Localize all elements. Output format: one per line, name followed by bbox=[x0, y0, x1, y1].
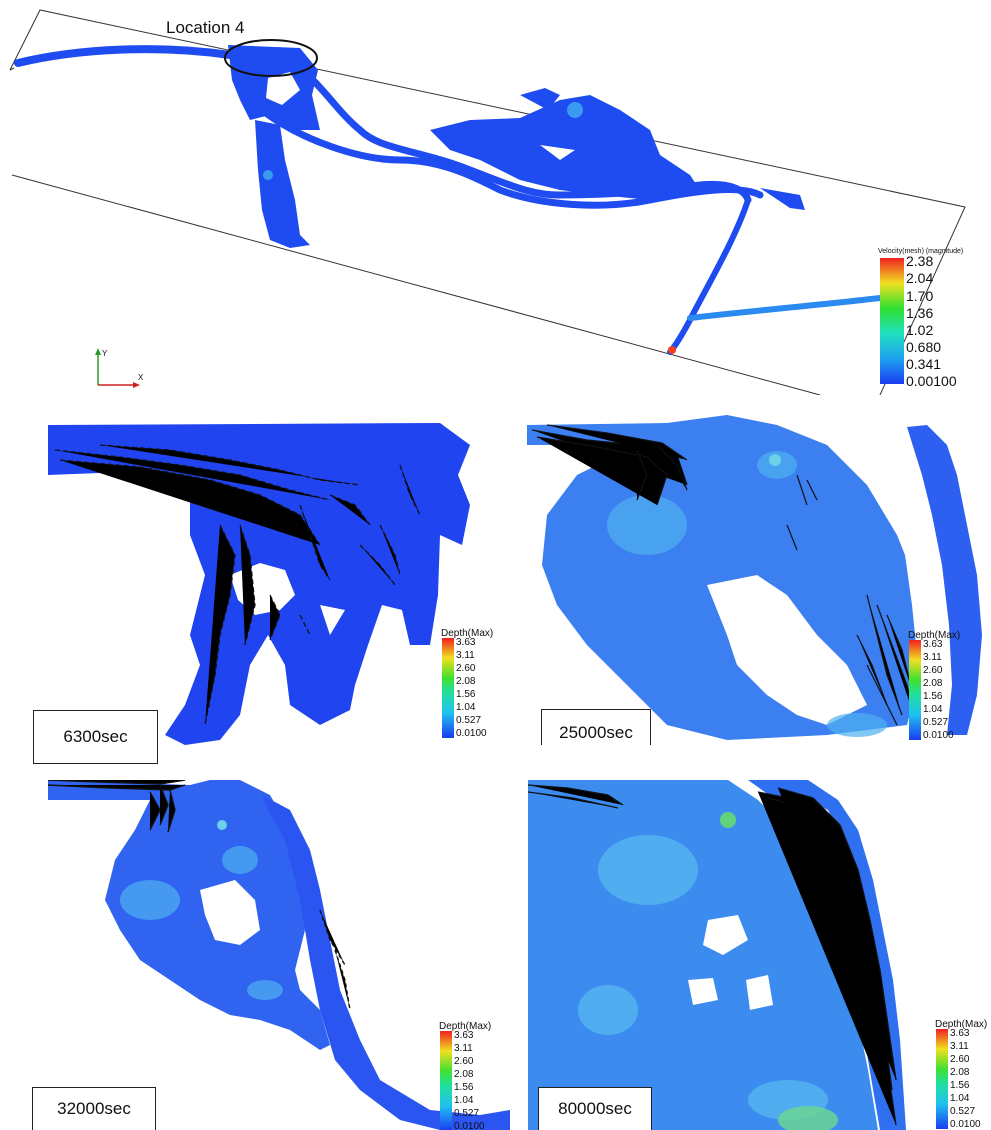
cb-tick-2: 2.60 bbox=[456, 663, 476, 674]
cb-tick-6: 0.527 bbox=[923, 717, 948, 728]
colorbar-title: Depth(Max) bbox=[441, 628, 493, 639]
cb-tick-5: 1.04 bbox=[456, 702, 476, 713]
cb-tick-6: 0.341 bbox=[906, 356, 941, 372]
depth-colorbar-4: Depth(Max) 3.63 3.11 2.60 2.08 1.56 1.04… bbox=[935, 1019, 987, 1130]
cb-tick-4: 1.56 bbox=[950, 1080, 970, 1091]
cb-tick-7: 0.0100 bbox=[454, 1121, 485, 1130]
velocity-colorbar: Velocity(mesh) (magnitude) 2.38 2.04 1.7… bbox=[878, 248, 963, 389]
cb-tick-6: 0.527 bbox=[454, 1108, 479, 1119]
cb-tick-1: 3.11 bbox=[454, 1043, 473, 1054]
cb-tick-2: 2.60 bbox=[923, 665, 943, 676]
cb-tick-1: 3.11 bbox=[456, 650, 475, 661]
panel-32000: Depth(Max) 3.63 3.11 2.60 2.08 1.56 1.04… bbox=[0, 780, 515, 1130]
cb-tick-4: 1.56 bbox=[454, 1082, 474, 1093]
cb-tick-2: 2.60 bbox=[950, 1054, 970, 1065]
location-label: Location 4 bbox=[166, 18, 244, 37]
time-label: 6300sec bbox=[33, 710, 158, 764]
cb-tick-3: 2.08 bbox=[923, 678, 943, 689]
cb-tick-1: 2.04 bbox=[906, 270, 933, 286]
panel-25000: Depth(Max) 3.63 3.11 2.60 2.08 1.56 1.04… bbox=[527, 405, 991, 745]
inundation-areas bbox=[228, 45, 805, 248]
cb-tick-5: 0.680 bbox=[906, 339, 941, 355]
colorbar-title: Depth(Max) bbox=[935, 1019, 987, 1030]
cb-tick-7: 0.00100 bbox=[906, 373, 957, 389]
river-network bbox=[14, 45, 883, 355]
cb-tick-7: 0.0100 bbox=[456, 728, 487, 739]
cb-tick-1: 3.11 bbox=[950, 1041, 969, 1052]
time-label: 25000sec bbox=[541, 709, 651, 745]
cb-tick-4: 1.02 bbox=[906, 322, 933, 338]
axes-triad: Y X bbox=[95, 348, 144, 388]
depth-colorbar-1: Depth(Max) 3.63 3.11 2.60 2.08 1.56 1.04… bbox=[441, 628, 493, 739]
colorbar-title: Depth(Max) bbox=[908, 630, 960, 641]
velocity-arrows bbox=[47, 780, 351, 1011]
cb-tick-3: 1.36 bbox=[906, 305, 933, 321]
colorbar-title: Velocity(mesh) (magnitude) bbox=[878, 248, 963, 255]
cb-tick-2: 1.70 bbox=[906, 288, 933, 304]
cb-tick-1: 3.11 bbox=[923, 652, 942, 663]
top-panel: Location 4 Y X Velocity(mesh) (magnitude… bbox=[0, 0, 991, 395]
domain-boundary bbox=[9, 9, 966, 395]
cb-tick-7: 0.0100 bbox=[923, 730, 954, 741]
cb-tick-3: 2.08 bbox=[950, 1067, 970, 1078]
colorbar-title: Depth(Max) bbox=[439, 1021, 491, 1032]
velocity-arrows bbox=[528, 784, 897, 1126]
cb-tick-4: 1.56 bbox=[923, 691, 943, 702]
cb-tick-0: 3.63 bbox=[454, 1030, 474, 1041]
cb-tick-6: 0.527 bbox=[456, 715, 481, 726]
location-ellipse bbox=[224, 39, 318, 77]
cb-tick-4: 1.56 bbox=[456, 689, 476, 700]
time-label: 80000sec bbox=[538, 1087, 652, 1130]
axis-x-label: X bbox=[138, 373, 144, 382]
cb-tick-0: 2.38 bbox=[906, 253, 933, 269]
cb-tick-3: 2.08 bbox=[456, 676, 476, 687]
cb-tick-5: 1.04 bbox=[923, 704, 943, 715]
axis-y-label: Y bbox=[102, 349, 108, 358]
cb-tick-5: 1.04 bbox=[454, 1095, 474, 1106]
cb-tick-6: 0.527 bbox=[950, 1106, 975, 1117]
top-flow-map: Location 4 Y X Velocity(mesh) (magnitude… bbox=[9, 9, 966, 395]
depth-colorbar-3: Depth(Max) 3.63 3.11 2.60 2.08 1.56 1.04… bbox=[439, 1021, 491, 1130]
cb-tick-0: 3.63 bbox=[456, 637, 476, 648]
cb-tick-0: 3.63 bbox=[950, 1028, 970, 1039]
depth-colorbar-2: Depth(Max) 3.63 3.11 2.60 2.08 1.56 1.04… bbox=[908, 630, 960, 741]
cb-tick-2: 2.60 bbox=[454, 1056, 474, 1067]
panel-80000: Depth(Max) 3.63 3.11 2.60 2.08 1.56 1.04… bbox=[528, 780, 991, 1130]
time-label: 32000sec bbox=[32, 1087, 156, 1130]
cb-tick-3: 2.08 bbox=[454, 1069, 474, 1080]
cb-tick-5: 1.04 bbox=[950, 1093, 970, 1104]
cb-tick-0: 3.63 bbox=[923, 639, 943, 650]
velocity-arrows bbox=[531, 424, 918, 726]
cb-tick-7: 0.0100 bbox=[950, 1119, 981, 1130]
velocity-arrows bbox=[54, 444, 421, 726]
panel-6300: Depth(Max) 3.63 3.11 2.60 2.08 1.56 1.04… bbox=[0, 405, 510, 770]
domain-boundary-bottom bbox=[11, 174, 821, 395]
